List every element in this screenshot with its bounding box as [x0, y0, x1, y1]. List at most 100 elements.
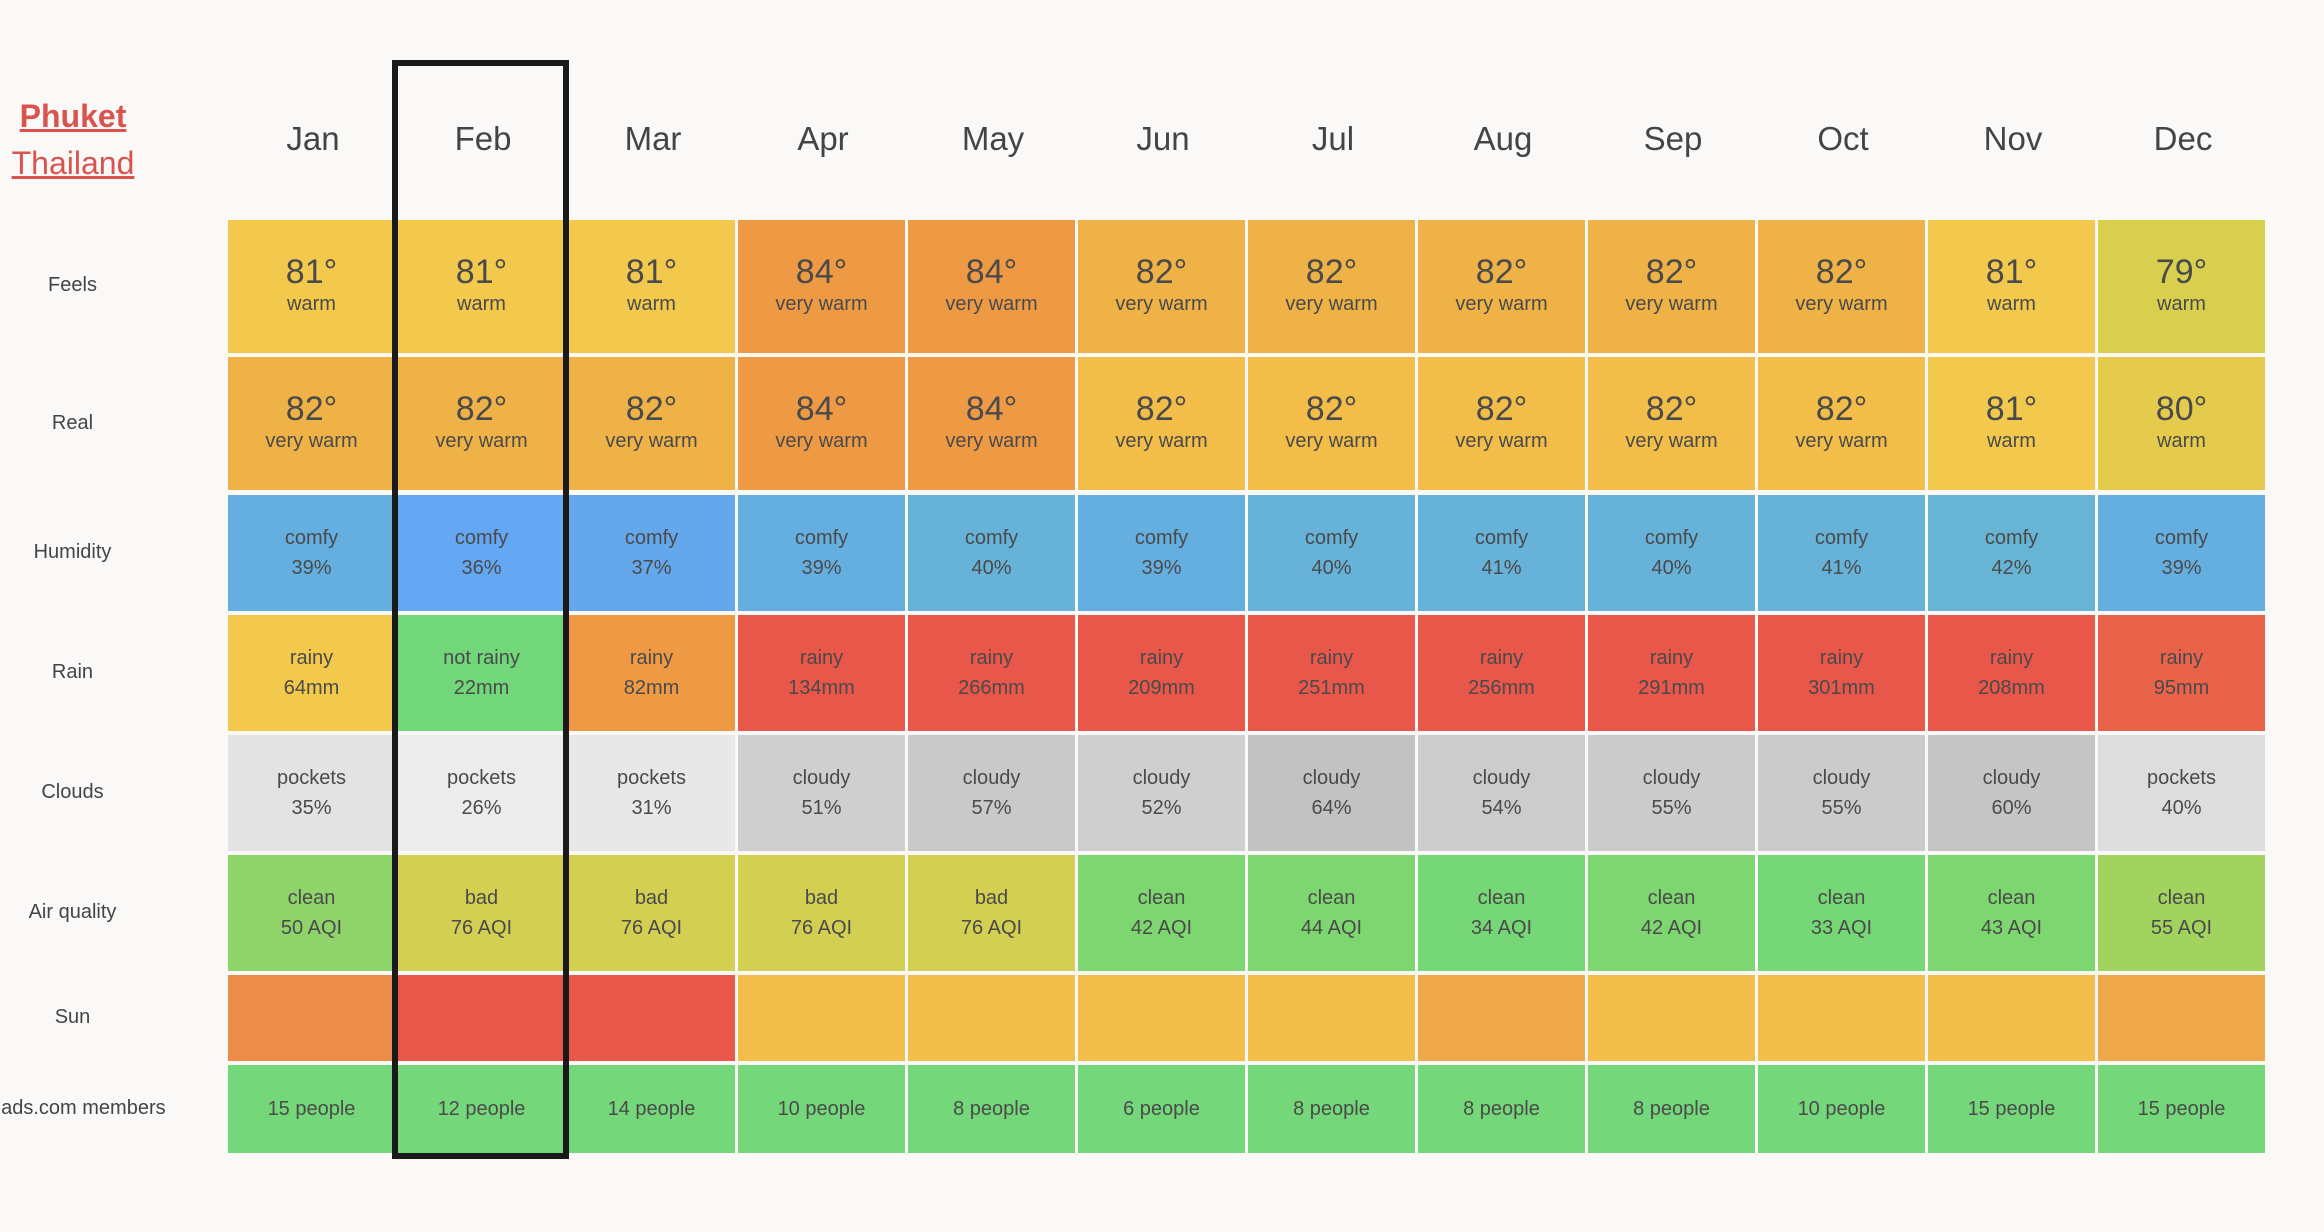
members-cell-apr[interactable]: 10 people — [738, 1065, 905, 1153]
humidity-cell-jul[interactable]: comfy 40% — [1248, 495, 1415, 611]
humidity-cell-sep[interactable]: comfy 40% — [1588, 495, 1755, 611]
real-cell-apr[interactable]: 84° very warm — [738, 357, 905, 490]
feels-cell-may[interactable]: 84° very warm — [908, 220, 1075, 353]
feels-cell-apr[interactable]: 84° very warm — [738, 220, 905, 353]
sun-cell-sep[interactable] — [1588, 975, 1755, 1061]
month-header-may[interactable]: May — [961, 120, 1025, 157]
rain-cell-sep[interactable]: rainy 291mm — [1588, 615, 1755, 731]
clouds-cell-oct[interactable]: cloudy 55% — [1758, 735, 1925, 851]
members-cell-jul[interactable]: 8 people — [1248, 1065, 1415, 1153]
air-cell-oct[interactable]: clean 33 AQI — [1758, 855, 1925, 971]
sun-cell-dec[interactable] — [2098, 975, 2265, 1061]
air-cell-feb[interactable]: bad 76 AQI — [398, 855, 565, 971]
feels-cell-sep[interactable]: 82° very warm — [1588, 220, 1755, 353]
real-cell-oct[interactable]: 82° very warm — [1758, 357, 1925, 490]
air-cell-jun[interactable]: clean 42 AQI — [1078, 855, 1245, 971]
real-cell-nov[interactable]: 81° warm — [1928, 357, 2095, 490]
members-cell-dec[interactable]: 15 people — [2098, 1065, 2265, 1153]
month-header-sep[interactable]: Sep — [1643, 120, 1703, 157]
air-cell-jul[interactable]: clean 44 AQI — [1248, 855, 1415, 971]
month-header-aug[interactable]: Aug — [1473, 120, 1533, 157]
clouds-cell-aug[interactable]: cloudy 54% — [1418, 735, 1585, 851]
members-cell-oct[interactable]: 10 people — [1758, 1065, 1925, 1153]
feels-cell-jul[interactable]: 82° very warm — [1248, 220, 1415, 353]
clouds-cell-sep[interactable]: cloudy 55% — [1588, 735, 1755, 851]
clouds-cell-jun[interactable]: cloudy 52% — [1078, 735, 1245, 851]
sun-cell-may[interactable] — [908, 975, 1075, 1061]
clouds-cell-jul[interactable]: cloudy 64% — [1248, 735, 1415, 851]
sun-cell-oct[interactable] — [1758, 975, 1925, 1061]
rain-cell-may[interactable]: rainy 266mm — [908, 615, 1075, 731]
clouds-cell-dec[interactable]: pockets 40% — [2098, 735, 2265, 851]
sun-cell-mar[interactable] — [568, 975, 735, 1061]
real-cell-jun[interactable]: 82° very warm — [1078, 357, 1245, 490]
sun-cell-jan[interactable] — [228, 975, 395, 1061]
feels-cell-jun[interactable]: 82° very warm — [1078, 220, 1245, 353]
feels-cell-jan[interactable]: 81° warm — [228, 220, 395, 353]
members-cell-feb[interactable]: 12 people — [398, 1065, 565, 1153]
clouds-cell-apr[interactable]: cloudy 51% — [738, 735, 905, 851]
humidity-cell-nov[interactable]: comfy 42% — [1928, 495, 2095, 611]
rain-cell-aug[interactable]: rainy 256mm — [1418, 615, 1585, 731]
feels-cell-feb[interactable]: 81° warm — [398, 220, 565, 353]
feels-cell-nov[interactable]: 81° warm — [1928, 220, 2095, 353]
feels-cell-dec[interactable]: 79° warm — [2098, 220, 2265, 353]
sun-cell-aug[interactable] — [1418, 975, 1585, 1061]
rain-cell-dec[interactable]: rainy 95mm — [2098, 615, 2265, 731]
sun-cell-nov[interactable] — [1928, 975, 2095, 1061]
month-header-nov[interactable]: Nov — [1983, 120, 2043, 157]
members-cell-aug[interactable]: 8 people — [1418, 1065, 1585, 1153]
sun-cell-feb[interactable] — [398, 975, 565, 1061]
rain-cell-apr[interactable]: rainy 134mm — [738, 615, 905, 731]
air-cell-apr[interactable]: bad 76 AQI — [738, 855, 905, 971]
sun-cell-jul[interactable] — [1248, 975, 1415, 1061]
clouds-cell-nov[interactable]: cloudy 60% — [1928, 735, 2095, 851]
humidity-cell-feb[interactable]: comfy 36% — [398, 495, 565, 611]
month-header-oct[interactable]: Oct — [1817, 120, 1869, 157]
month-header-jan[interactable]: Jan — [286, 120, 340, 157]
month-header-dec[interactable]: Dec — [2153, 120, 2213, 157]
month-header-jun[interactable]: Jun — [1136, 120, 1190, 157]
members-cell-jan[interactable]: 15 people — [228, 1065, 395, 1153]
rain-cell-nov[interactable]: rainy 208mm — [1928, 615, 2095, 731]
members-cell-mar[interactable]: 14 people — [568, 1065, 735, 1153]
month-header-feb[interactable]: Feb — [454, 120, 512, 157]
humidity-cell-dec[interactable]: comfy 39% — [2098, 495, 2265, 611]
month-header-jul[interactable]: Jul — [1311, 120, 1355, 157]
real-cell-may[interactable]: 84° very warm — [908, 357, 1075, 490]
clouds-cell-mar[interactable]: pockets 31% — [568, 735, 735, 851]
members-cell-may[interactable]: 8 people — [908, 1065, 1075, 1153]
real-cell-jul[interactable]: 82° very warm — [1248, 357, 1415, 490]
rain-cell-jan[interactable]: rainy 64mm — [228, 615, 395, 731]
real-cell-mar[interactable]: 82° very warm — [568, 357, 735, 490]
sun-cell-apr[interactable] — [738, 975, 905, 1061]
rain-cell-feb[interactable]: not rainy 22mm — [398, 615, 565, 731]
rain-cell-mar[interactable]: rainy 82mm — [568, 615, 735, 731]
clouds-cell-jan[interactable]: pockets 35% — [228, 735, 395, 851]
air-cell-mar[interactable]: bad 76 AQI — [568, 855, 735, 971]
humidity-cell-aug[interactable]: comfy 41% — [1418, 495, 1585, 611]
real-cell-jan[interactable]: 82° very warm — [228, 357, 395, 490]
month-header-apr[interactable]: Apr — [797, 120, 849, 157]
members-cell-sep[interactable]: 8 people — [1588, 1065, 1755, 1153]
air-cell-aug[interactable]: clean 34 AQI — [1418, 855, 1585, 971]
city-link[interactable]: Phuket — [19, 98, 127, 134]
real-cell-feb[interactable]: 82° very warm — [398, 357, 565, 490]
real-cell-sep[interactable]: 82° very warm — [1588, 357, 1755, 490]
humidity-cell-jun[interactable]: comfy 39% — [1078, 495, 1245, 611]
month-header-mar[interactable]: Mar — [624, 120, 682, 157]
humidity-cell-may[interactable]: comfy 40% — [908, 495, 1075, 611]
feels-cell-aug[interactable]: 82° very warm — [1418, 220, 1585, 353]
real-cell-dec[interactable]: 80° warm — [2098, 357, 2265, 490]
members-cell-jun[interactable]: 6 people — [1078, 1065, 1245, 1153]
feels-cell-mar[interactable]: 81° warm — [568, 220, 735, 353]
humidity-cell-apr[interactable]: comfy 39% — [738, 495, 905, 611]
air-cell-may[interactable]: bad 76 AQI — [908, 855, 1075, 971]
air-cell-dec[interactable]: clean 55 AQI — [2098, 855, 2265, 971]
rain-cell-oct[interactable]: rainy 301mm — [1758, 615, 1925, 731]
humidity-cell-mar[interactable]: comfy 37% — [568, 495, 735, 611]
feels-cell-oct[interactable]: 82° very warm — [1758, 220, 1925, 353]
clouds-cell-may[interactable]: cloudy 57% — [908, 735, 1075, 851]
rain-cell-jun[interactable]: rainy 209mm — [1078, 615, 1245, 731]
humidity-cell-jan[interactable]: comfy 39% — [228, 495, 395, 611]
